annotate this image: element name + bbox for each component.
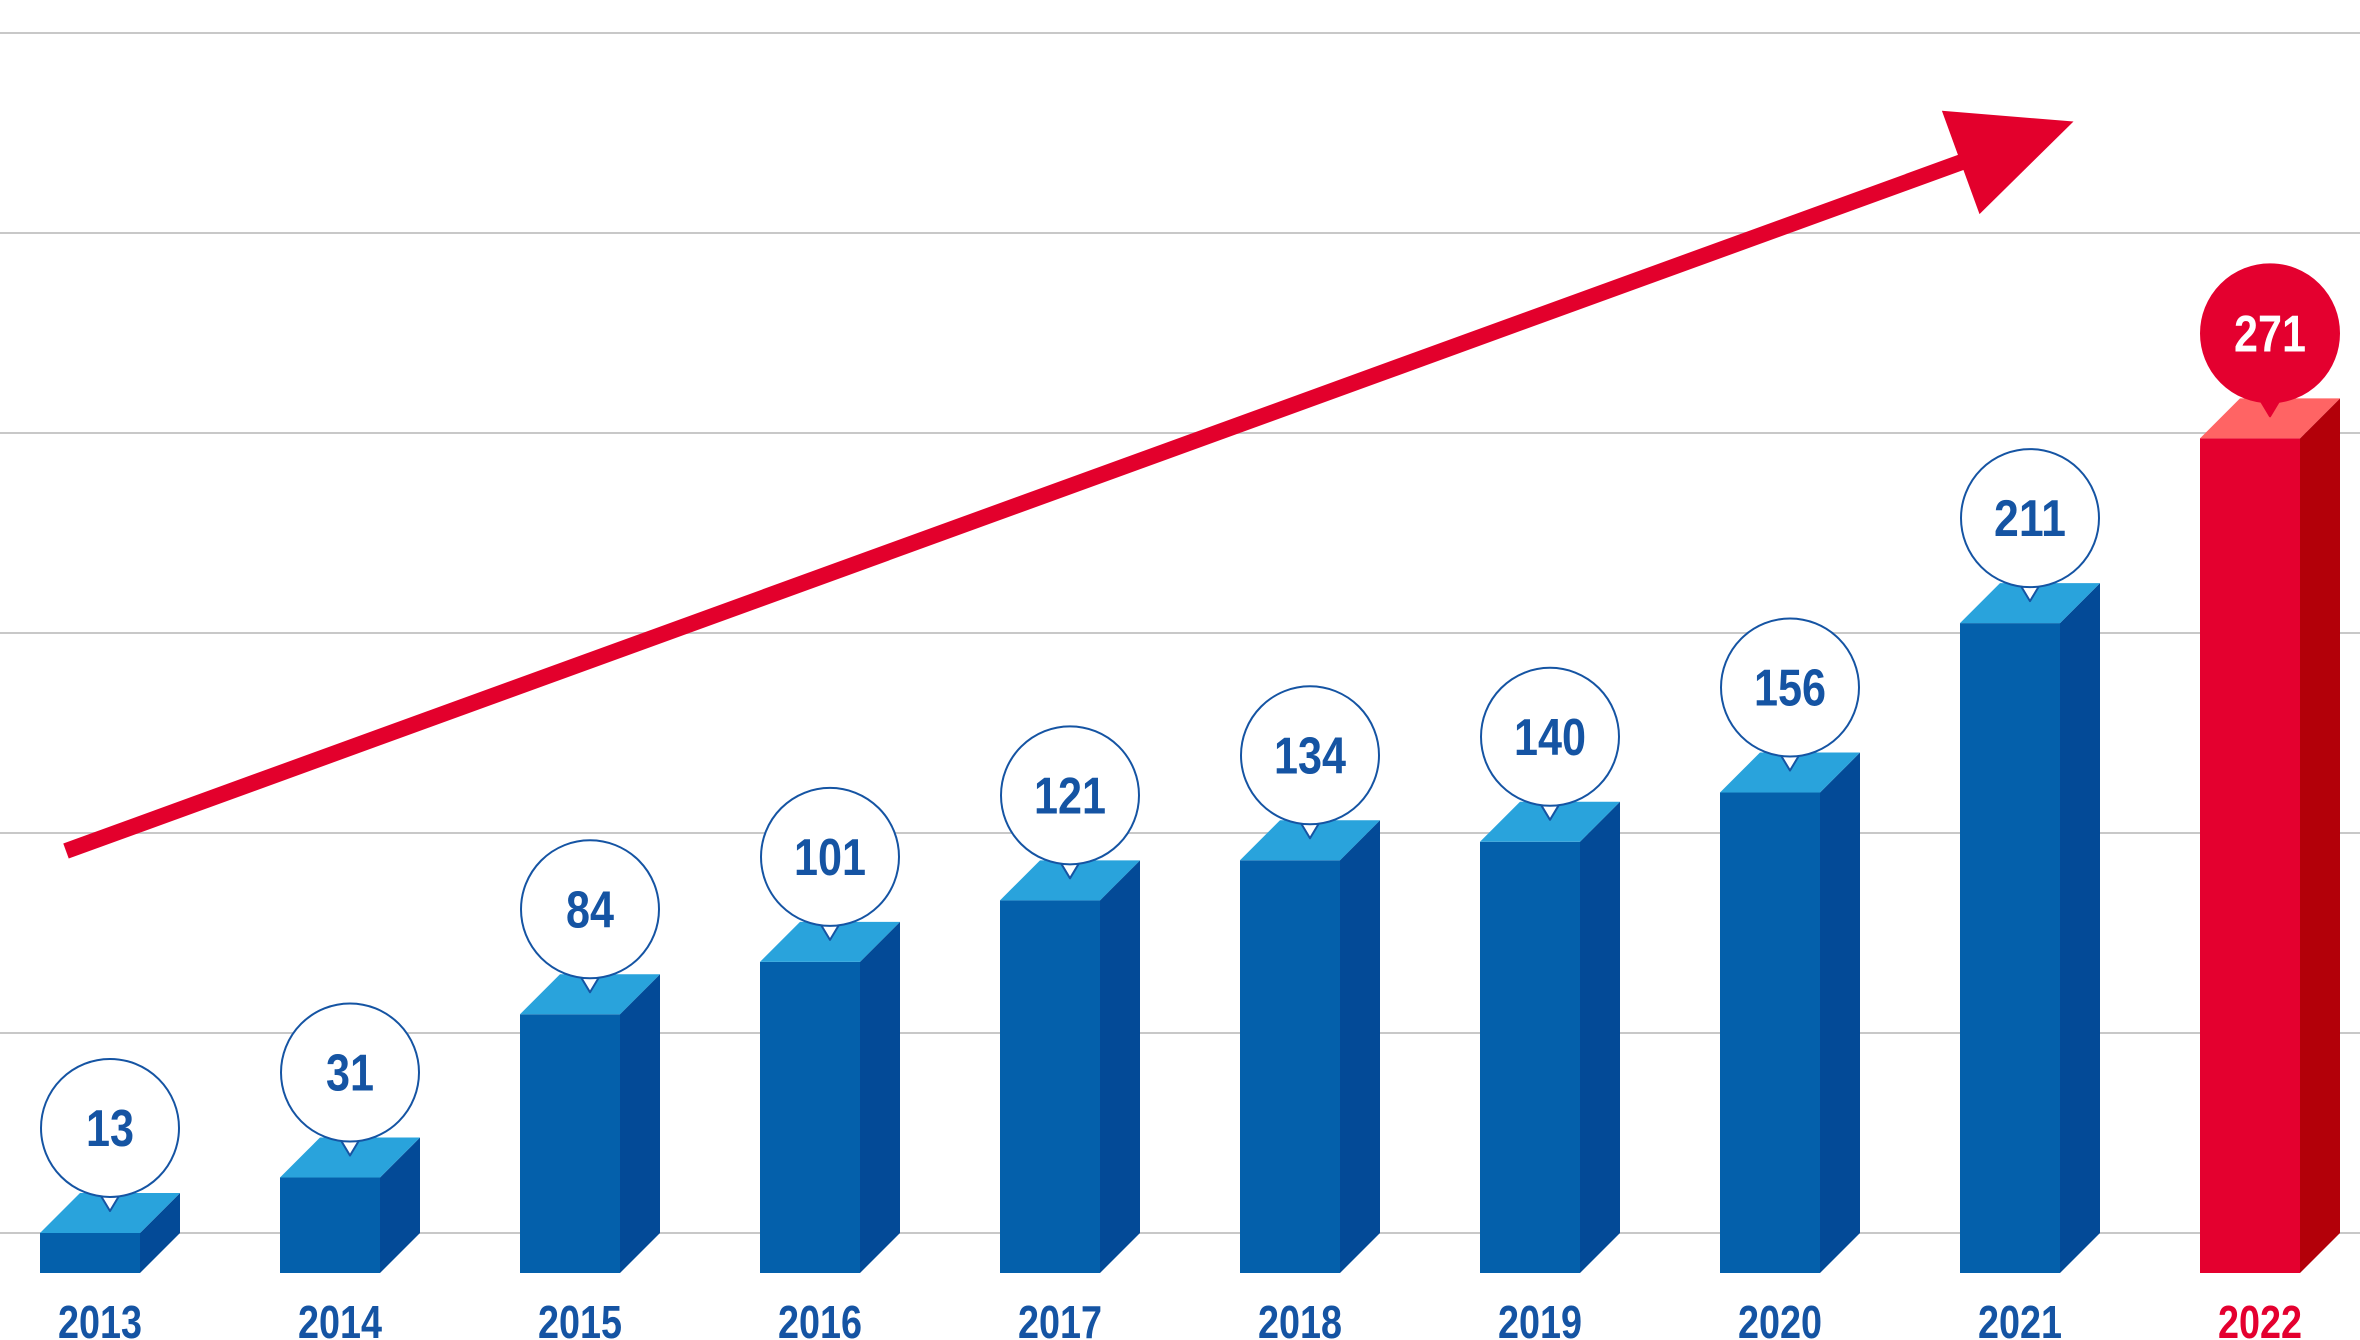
callout-bubble bbox=[2200, 263, 2340, 404]
data-labels: 13 31 84 101 121 134 140 156 211 271 bbox=[40, 263, 2340, 1212]
callout-seam bbox=[1060, 856, 1080, 863]
bars bbox=[40, 398, 2340, 1273]
callout-bubble bbox=[1000, 725, 1140, 866]
data-label-2016: 101 bbox=[760, 786, 900, 941]
callout-seam bbox=[100, 1188, 120, 1195]
x-tick-label: 2016 bbox=[778, 1296, 862, 1340]
bar-front bbox=[1000, 900, 1100, 1273]
data-label-text: 271 bbox=[2234, 305, 2306, 363]
bar-side bbox=[380, 1137, 420, 1273]
callout-bubble bbox=[760, 786, 900, 927]
callout-seam bbox=[2260, 394, 2280, 401]
bar-front bbox=[1480, 841, 1580, 1273]
callout-bubble bbox=[1720, 617, 1860, 758]
trend-arrow bbox=[63, 110, 2074, 859]
x-tick-label: 2013 bbox=[58, 1296, 142, 1340]
data-label-2018: 134 bbox=[1240, 685, 1380, 840]
callout-seam bbox=[2020, 579, 2040, 586]
bar-side bbox=[1100, 860, 1140, 1273]
data-label-text: 140 bbox=[1514, 709, 1586, 767]
bar-top bbox=[760, 921, 900, 962]
bar-side bbox=[1820, 752, 1860, 1273]
bar-top bbox=[280, 1137, 420, 1178]
data-label-text: 84 bbox=[566, 881, 614, 939]
bar-front bbox=[1960, 623, 2060, 1273]
x-tick-label: 2022 bbox=[2218, 1296, 2302, 1340]
data-label-text: 101 bbox=[794, 829, 866, 887]
bar-top bbox=[2200, 398, 2340, 439]
callout-seam bbox=[340, 1133, 360, 1140]
callout-bubble bbox=[520, 839, 660, 980]
data-label-2015: 84 bbox=[520, 839, 660, 994]
bar-side bbox=[1340, 820, 1380, 1273]
data-label-2013: 13 bbox=[40, 1057, 180, 1212]
bar-side bbox=[1580, 801, 1620, 1273]
bar-side bbox=[140, 1192, 180, 1273]
data-label-text: 156 bbox=[1754, 660, 1826, 718]
callout-seam bbox=[580, 970, 600, 977]
callout-seam bbox=[1300, 816, 1320, 823]
data-label-2014: 31 bbox=[280, 1002, 420, 1157]
x-tick-label: 2021 bbox=[1978, 1296, 2062, 1340]
x-tick-label: 2017 bbox=[1018, 1296, 1102, 1340]
data-label-2022: 271 bbox=[2200, 263, 2340, 418]
bar-top bbox=[40, 1192, 180, 1233]
trend-arrow-head bbox=[1941, 110, 2074, 215]
data-label-text: 121 bbox=[1034, 767, 1106, 825]
bar-front bbox=[280, 1177, 380, 1273]
callout-bubble bbox=[1240, 685, 1380, 826]
callout-bubble bbox=[1960, 448, 2100, 589]
bar-2016 bbox=[760, 921, 900, 1273]
data-label-text: 13 bbox=[86, 1100, 134, 1158]
x-tick-label: 2020 bbox=[1738, 1296, 1822, 1340]
callout-bubble bbox=[280, 1002, 420, 1143]
bar-top bbox=[1480, 801, 1620, 842]
bar-2013 bbox=[40, 1192, 180, 1273]
bar-top bbox=[1000, 860, 1140, 901]
bar-top bbox=[1240, 820, 1380, 861]
data-label-text: 134 bbox=[1274, 727, 1346, 785]
bar-front bbox=[40, 1232, 140, 1273]
bar-top bbox=[520, 974, 660, 1015]
bar-2017 bbox=[1000, 860, 1140, 1273]
x-axis-tick-labels: 2013 2014 2015 2016 2017 2018 2019 2020 2021 2022 bbox=[58, 1296, 2302, 1340]
bar-side bbox=[860, 921, 900, 1273]
x-tick-label: 2018 bbox=[1258, 1296, 1342, 1340]
x-tick-label: 2014 bbox=[298, 1296, 382, 1340]
bar-front bbox=[2200, 438, 2300, 1273]
callout-seam bbox=[1780, 748, 1800, 755]
bar-side bbox=[620, 974, 660, 1273]
bar-2015 bbox=[520, 974, 660, 1273]
bar-side bbox=[2060, 583, 2100, 1273]
bar-2018 bbox=[1240, 820, 1380, 1273]
data-label-text: 31 bbox=[326, 1045, 374, 1103]
data-label-2020: 156 bbox=[1720, 617, 1860, 772]
callout-bubble bbox=[40, 1057, 180, 1198]
callout-seam bbox=[820, 917, 840, 924]
bar-front bbox=[760, 961, 860, 1273]
data-label-2017: 121 bbox=[1000, 725, 1140, 880]
bar-side bbox=[2300, 398, 2340, 1273]
bar-2020 bbox=[1720, 752, 1860, 1273]
bar-top bbox=[1720, 752, 1860, 793]
bar-2014 bbox=[280, 1137, 420, 1273]
data-label-2021: 211 bbox=[1960, 448, 2100, 603]
callout-bubble bbox=[1480, 666, 1620, 807]
bar-2019 bbox=[1480, 801, 1620, 1273]
data-label-text: 211 bbox=[1994, 490, 2066, 548]
data-label-2019: 140 bbox=[1480, 666, 1620, 821]
callout-seam bbox=[1540, 797, 1560, 804]
bar-front bbox=[1720, 792, 1820, 1273]
x-tick-label: 2015 bbox=[538, 1296, 622, 1340]
x-tick-label: 2019 bbox=[1498, 1296, 1582, 1340]
bar-2021 bbox=[1960, 583, 2100, 1273]
bar-front bbox=[520, 1014, 620, 1273]
bar-top bbox=[1960, 583, 2100, 624]
trend-arrow-shaft bbox=[63, 153, 1968, 859]
bar-2022 bbox=[2200, 398, 2340, 1273]
bar-front bbox=[1240, 860, 1340, 1273]
